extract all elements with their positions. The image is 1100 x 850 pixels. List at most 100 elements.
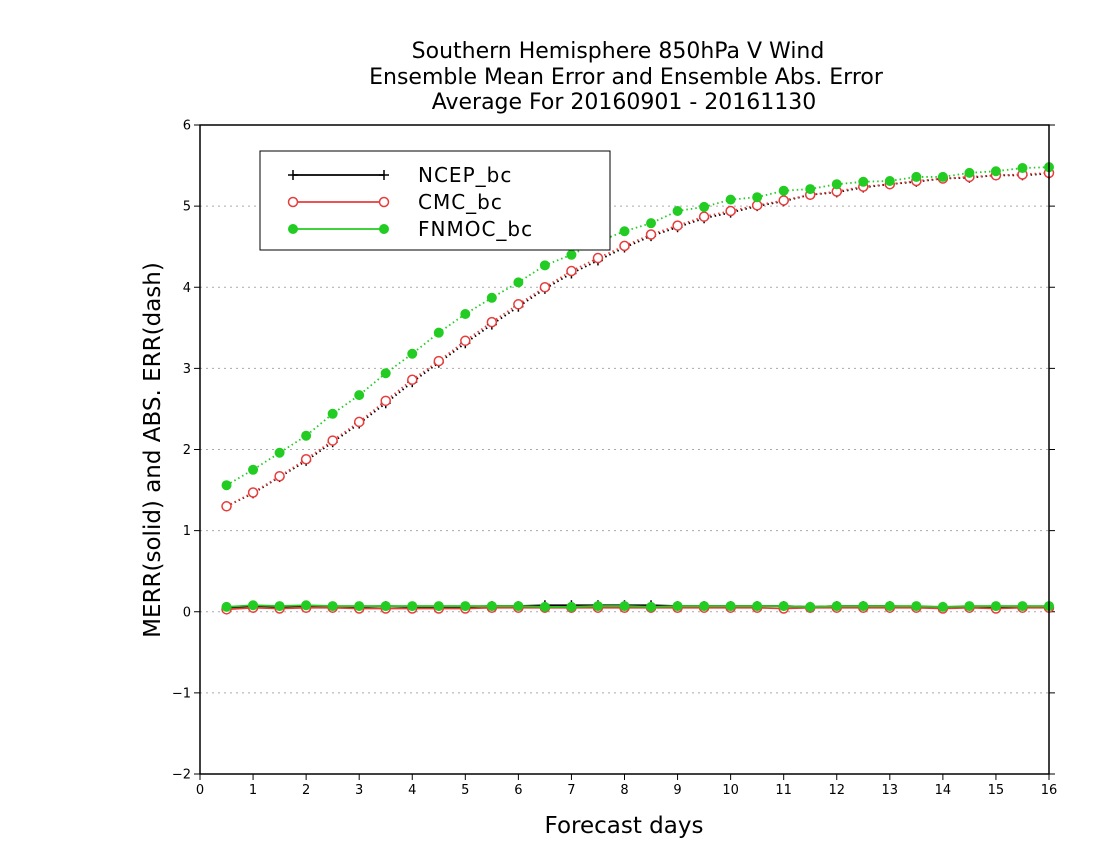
merr-point [619,601,630,612]
abs-err-point [778,185,789,196]
plot-frame [199,124,1050,775]
abs-err-point [725,205,736,217]
merr-point [301,600,312,611]
y-tick-label: −2 [172,768,191,783]
abs-err-point [327,435,338,446]
abs-err-point [248,464,259,475]
series-FNMOC_bc [221,162,1054,612]
legend-marker [379,170,389,180]
abs-err-point [699,201,710,212]
abs-err-point [884,175,895,186]
abs-err-point [698,211,710,222]
legend-marker [287,196,299,208]
merr-point [380,601,391,612]
legend-marker [288,224,298,234]
merr-point [274,601,285,612]
x-tick-label: 11 [775,783,792,798]
abs-err-point [221,501,232,512]
abs-err-point [380,395,391,407]
abs-err-point [380,368,391,379]
x-tick-label: 9 [673,783,681,798]
abs-err-point [221,480,232,491]
abs-err-point [619,240,630,252]
y-tick-label: 3 [183,362,191,377]
legend-label: FNMOC_bc [418,217,533,241]
chart-title: Southern Hemisphere 850hPa V Wind Ensemb… [369,39,884,115]
merr-point [513,601,524,612]
title-line-1: Southern Hemisphere 850hPa V Wind [412,39,825,64]
merr-point [248,600,259,611]
merr-point [990,601,1001,612]
x-tick-label: 8 [620,783,628,798]
abs-err-point [407,374,418,385]
abs-err-point [778,195,789,206]
merr-point [699,601,710,612]
abs-err-point [327,408,338,419]
gridlines [200,205,1049,694]
merr-point [964,601,975,612]
abs-err-point [353,416,365,428]
abs-err-point [247,487,259,498]
legend-entry: NCEP_bc [288,163,511,187]
x-axis-title: Forecast days [545,813,704,839]
x-tick-label: 0 [196,783,204,798]
merr-point [911,601,922,612]
y-tick-label: 2 [183,443,191,458]
merr-point [433,601,444,612]
abs-err-point [460,309,471,320]
x-tick-label: 1 [249,783,257,798]
abs-err-line-CMC_bc [226,171,1050,508]
abs-err-point [672,220,683,231]
y-tick-label: 6 [183,119,191,134]
merr-point [831,601,842,612]
abs-err-point [566,265,577,277]
abs-err-point [354,390,365,401]
merr-point [486,601,497,612]
abs-err-point [433,355,445,367]
abs-err-point [911,171,922,182]
abs-err-point [513,299,524,310]
abs-err-point [805,184,816,195]
abs-err-point [752,192,763,203]
legend: NCEP_bc CMC_bc FNMOC_bc [259,150,611,251]
abs-err-point [858,176,869,187]
merr-point [778,601,789,612]
merr-point [646,601,657,612]
merr-point [460,601,471,612]
legend-marker [379,224,389,234]
abs-err-point [513,277,524,288]
x-tick-label: 14 [935,783,952,798]
abs-err-point [407,348,418,359]
merr-point [1017,601,1028,612]
abs-err-point [592,252,604,264]
merr-point [805,601,816,612]
merr-point [672,601,683,612]
abs-err-point [433,327,444,338]
legend-label: CMC_bc [418,190,503,214]
abs-err-point [646,218,657,229]
x-tick-label: 16 [1041,783,1058,798]
y-tick-label: 1 [183,524,191,539]
y-tick-label: −1 [172,686,191,701]
y-tick-label: 4 [183,281,191,296]
merr-line-CMC_bc [226,606,1049,611]
merr-point [566,601,577,612]
abs-err-point [274,447,285,458]
legend-items: NCEP_bc CMC_bc FNMOC_bc [287,163,533,241]
x-tick-label: 6 [514,783,522,798]
x-tick-label: 4 [408,783,416,798]
abs-err-point [274,471,285,482]
x-tick-label: 13 [882,783,899,798]
y-axis-title: MERR(solid) and ABS. ERR(dash) [140,262,166,638]
x-tick-label: 5 [461,783,469,798]
merr-point [221,601,232,612]
merr-point [539,601,550,612]
title-line-2: Ensemble Mean Error and Ensemble Abs. Er… [369,65,884,90]
merr-point [937,601,948,612]
abs-err-point [672,205,683,216]
merr-point [752,601,763,612]
x-tick-label: 7 [567,783,575,798]
legend-marker [288,170,298,180]
